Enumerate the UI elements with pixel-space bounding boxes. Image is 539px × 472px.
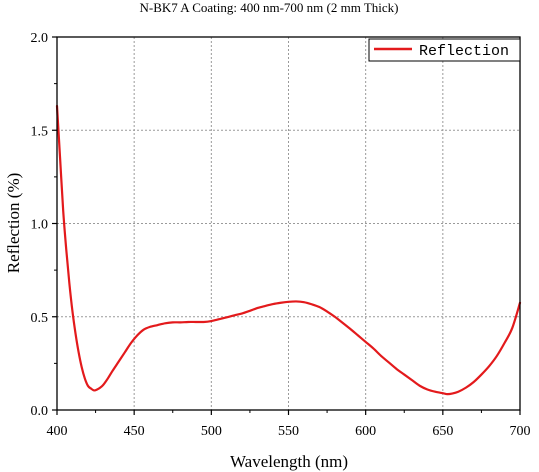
plot-frame <box>56 36 521 411</box>
x-tick-label: 550 <box>278 424 299 439</box>
x-tick-label: 450 <box>124 424 145 439</box>
axis-ticks <box>52 36 521 415</box>
reflection-series-line <box>55 104 522 396</box>
x-tick-label: 650 <box>432 424 453 439</box>
y-axis-title: Reflection (%) <box>4 173 23 274</box>
x-axis-title: Wavelength (nm) <box>230 452 348 471</box>
x-tick-label: 500 <box>201 424 222 439</box>
legend-box <box>368 38 521 62</box>
y-tick-labels: 0.0 0.5 1.0 1.5 2.0 <box>31 31 49 419</box>
y-tick-label: 1.0 <box>31 218 49 233</box>
y-tick-label: 2.0 <box>31 31 49 46</box>
grid <box>57 37 520 410</box>
y-tick-label: 0.5 <box>31 311 49 326</box>
x-tick-label: 600 <box>355 424 376 439</box>
legend-label-reflection: Reflection <box>419 43 509 60</box>
legend: Reflection <box>368 38 521 62</box>
x-tick-label: 400 <box>47 424 68 439</box>
x-tick-labels: 400 450 500 550 600 650 700 <box>47 424 531 439</box>
y-tick-label: 1.5 <box>31 124 49 139</box>
chart-title: N-BK7 A Coating: 400 nm-700 nm (2 mm Thi… <box>139 0 398 15</box>
y-tick-label: 0.0 <box>31 404 49 419</box>
x-tick-label: 700 <box>510 424 531 439</box>
